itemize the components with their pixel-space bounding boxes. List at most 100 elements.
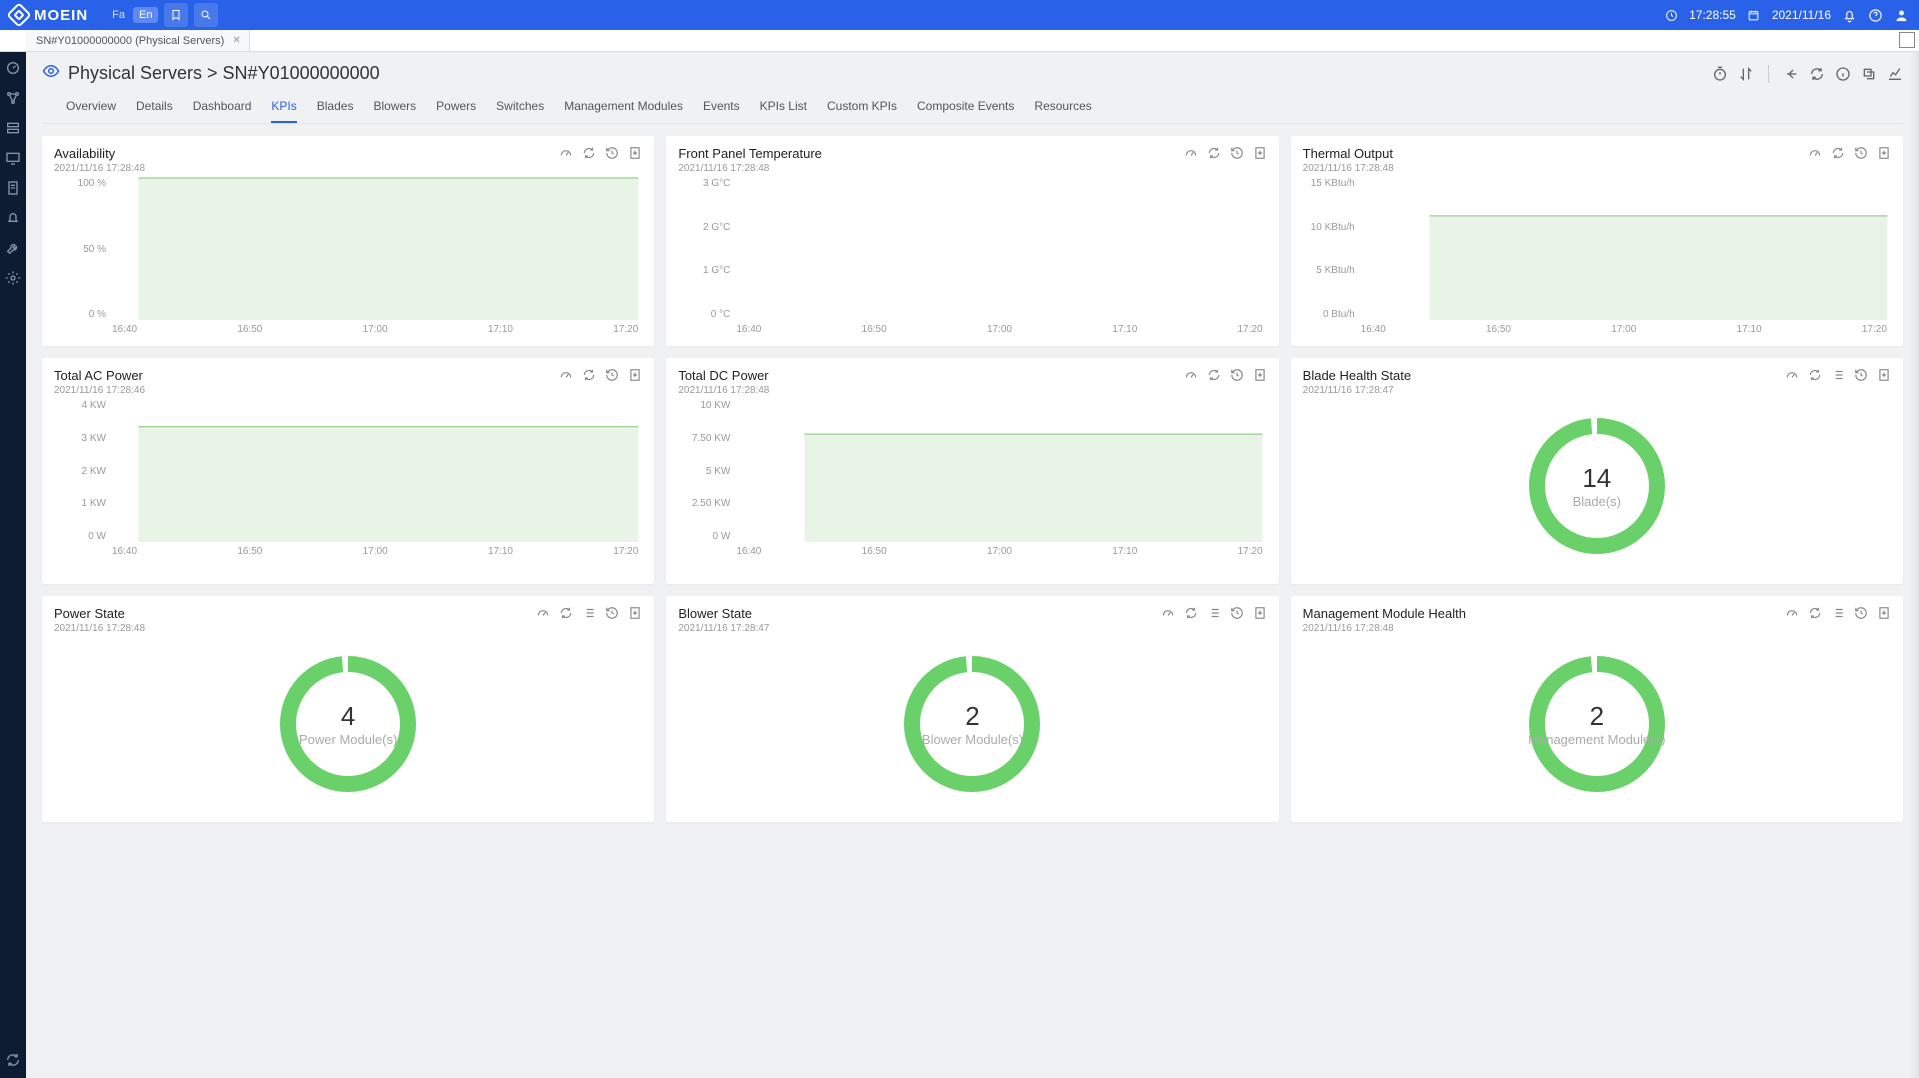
action-timer-icon[interactable] (1712, 66, 1728, 82)
gauge-icon[interactable] (559, 146, 573, 160)
subtab-powers[interactable]: Powers (436, 99, 476, 123)
refresh-icon[interactable] (582, 368, 596, 382)
gauge-icon[interactable] (1184, 368, 1198, 382)
gauge-icon[interactable] (536, 606, 550, 620)
list-icon[interactable] (1831, 606, 1845, 620)
scrollbar[interactable] (1909, 52, 1919, 1078)
bell-button[interactable] (1841, 7, 1857, 23)
card-title: Total AC Power (54, 368, 145, 383)
refresh-icon[interactable] (1207, 146, 1221, 160)
action-refresh-icon[interactable] (1809, 66, 1825, 82)
refresh-icon[interactable] (1808, 368, 1822, 382)
lang-fa-button[interactable]: Fa (106, 7, 131, 23)
nav-settings-icon[interactable] (5, 270, 21, 286)
gauge-icon[interactable] (1808, 146, 1822, 160)
refresh-icon[interactable] (582, 146, 596, 160)
history-icon[interactable] (1854, 606, 1868, 620)
refresh-icon[interactable] (1184, 606, 1198, 620)
action-popout-icon[interactable] (1861, 66, 1877, 82)
history-icon[interactable] (1230, 606, 1244, 620)
gauge-icon[interactable] (1184, 146, 1198, 160)
gauge-icon[interactable] (1785, 606, 1799, 620)
history-icon[interactable] (1230, 146, 1244, 160)
donut-value: 2 (1590, 701, 1604, 732)
download-icon[interactable] (628, 146, 642, 160)
subtab-dashboard[interactable]: Dashboard (193, 99, 252, 123)
nav-servers-icon[interactable] (5, 120, 21, 136)
download-icon[interactable] (1253, 146, 1267, 160)
plot-area (1361, 178, 1887, 320)
history-icon[interactable] (1854, 146, 1868, 160)
action-chart-icon[interactable] (1887, 66, 1903, 82)
list-icon[interactable] (582, 606, 596, 620)
card-timestamp: 2021/11/16 17:28:47 (1303, 385, 1411, 396)
download-icon[interactable] (628, 606, 642, 620)
list-icon[interactable] (1831, 368, 1845, 382)
nav-topology-icon[interactable] (5, 90, 21, 106)
download-icon[interactable] (628, 368, 642, 382)
topbar: MOEIN Fa En 17:28:55 2021/11/16 (0, 0, 1919, 30)
subtab-details[interactable]: Details (136, 99, 173, 123)
donut-label: Blower Module(s) (922, 732, 1023, 747)
maximize-button[interactable] (1899, 32, 1915, 48)
subtab-custom-kpis[interactable]: Custom KPIs (827, 99, 897, 123)
history-icon[interactable] (605, 146, 619, 160)
card-blower_state: Blower State 2021/11/16 17:28:47 2 Blowe… (666, 596, 1278, 822)
nav-alerts-icon[interactable] (5, 210, 21, 226)
subtab-management-modules[interactable]: Management Modules (564, 99, 683, 123)
y-axis: 100 %50 %0 % (54, 178, 112, 320)
chart: 3 G°C2 G°C1 G°C0 °C 16:4016:5017:0017:10… (678, 178, 1266, 338)
card-toolbar (559, 146, 642, 160)
download-icon[interactable] (1877, 146, 1891, 160)
close-tab-button[interactable]: ✕ (232, 35, 240, 46)
refresh-icon[interactable] (559, 606, 573, 620)
action-back-icon[interactable] (1783, 66, 1799, 82)
y-axis: 4 KW3 KW2 KW1 KW0 W (54, 400, 112, 542)
document-tab[interactable]: SN#Y01000000000 (Physical Servers) ✕ (26, 30, 250, 51)
action-sort-icon[interactable] (1738, 66, 1754, 82)
nav-reports-icon[interactable] (5, 180, 21, 196)
card-ac_power: Total AC Power 2021/11/16 17:28:46 4 KW3… (42, 358, 654, 584)
gauge-icon[interactable] (1161, 606, 1175, 620)
list-icon[interactable] (1207, 606, 1221, 620)
x-axis: 16:4016:5017:0017:1017:20 (112, 546, 638, 560)
bookmark-button[interactable] (164, 3, 188, 27)
download-icon[interactable] (1253, 606, 1267, 620)
refresh-icon[interactable] (1207, 368, 1221, 382)
sub-tabs: Overview Details Dashboard KPIs Blades Blower… (42, 99, 1903, 124)
action-info-icon[interactable] (1835, 66, 1851, 82)
download-icon[interactable] (1253, 368, 1267, 382)
nav-dashboard-icon[interactable] (5, 60, 21, 76)
subtab-resources[interactable]: Resources (1034, 99, 1091, 123)
download-icon[interactable] (1877, 368, 1891, 382)
gauge-icon[interactable] (1785, 368, 1799, 382)
card-toolbar (1785, 606, 1891, 620)
nav-sync-icon[interactable] (5, 1052, 21, 1068)
refresh-icon[interactable] (1831, 146, 1845, 160)
download-icon[interactable] (1877, 606, 1891, 620)
subtab-switches[interactable]: Switches (496, 99, 544, 123)
subtab-events[interactable]: Events (703, 99, 740, 123)
donut-label: Blade(s) (1573, 494, 1621, 509)
refresh-icon[interactable] (1808, 606, 1822, 620)
history-icon[interactable] (605, 606, 619, 620)
lang-en-button[interactable]: En (133, 7, 158, 23)
nav-tools-icon[interactable] (5, 240, 21, 256)
y-axis: 3 G°C2 G°C1 G°C0 °C (678, 178, 736, 320)
search-button[interactable] (194, 3, 218, 27)
gauge-icon[interactable] (559, 368, 573, 382)
user-button[interactable] (1893, 7, 1909, 23)
subtab-blades[interactable]: Blades (317, 99, 354, 123)
history-icon[interactable] (1854, 368, 1868, 382)
history-icon[interactable] (1230, 368, 1244, 382)
card-thermal: Thermal Output 2021/11/16 17:28:48 15 KB… (1291, 136, 1903, 346)
history-icon[interactable] (605, 368, 619, 382)
help-button[interactable] (1867, 7, 1883, 23)
subtab-overview[interactable]: Overview (66, 99, 116, 123)
nav-monitor-icon[interactable] (5, 150, 21, 166)
donut-chart: 4 Power Module(s) (54, 634, 642, 814)
subtab-blowers[interactable]: Blowers (373, 99, 416, 123)
subtab-kpis[interactable]: KPIs (271, 99, 296, 123)
subtab-composite-events[interactable]: Composite Events (917, 99, 1014, 123)
subtab-kpis-list[interactable]: KPIs List (760, 99, 807, 123)
